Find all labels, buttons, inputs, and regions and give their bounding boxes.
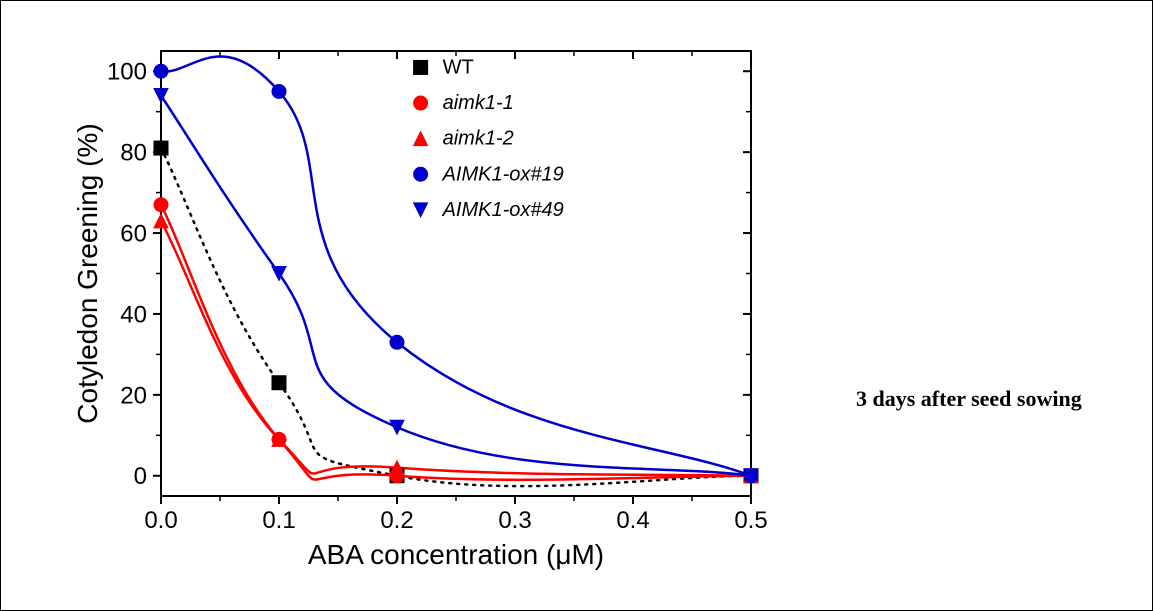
x-tick-label: 0.1 (262, 507, 295, 534)
x-tick-label: 0.3 (498, 507, 531, 534)
side-caption: 3 days after seed sowing (856, 386, 1082, 412)
y-tick-label: 60 (120, 220, 147, 247)
x-tick-label: 0.0 (144, 507, 177, 534)
y-tick-label: 20 (120, 382, 147, 409)
legend-label-WT: WT (443, 56, 474, 78)
figure-frame: 0.0 0.1 0.2 0.3 0.4 0.5 0 20 40 60 80 100 ABA concen… (0, 0, 1153, 611)
x-tick-label: 0.4 (616, 507, 649, 534)
y-tick-label: 80 (120, 140, 147, 167)
dose-response-chart: 0.0 0.1 0.2 0.3 0.4 0.5 0 20 40 60 80 100 ABA concen… (41, 21, 831, 591)
x-tick-label: 0.5 (734, 507, 767, 534)
legend-label-aimk1-2: aimk1-2 (443, 128, 514, 150)
legend-label-AIMK1-ox19: AIMK1-ox#19 (442, 163, 564, 185)
y-tick-label: 40 (120, 301, 147, 328)
y-axis-label: Cotyledon Greening (%) (72, 123, 103, 423)
legend-label-aimk1-1: aimk1-1 (443, 92, 514, 114)
y-tick-label: 0 (134, 463, 147, 490)
y-tick-label: 100 (107, 59, 147, 86)
x-axis-label: ABA concentration (μM) (308, 539, 604, 570)
legend-label-AIMK1-ox49: AIMK1-ox#49 (442, 199, 564, 221)
x-tick-label: 0.2 (380, 507, 413, 534)
